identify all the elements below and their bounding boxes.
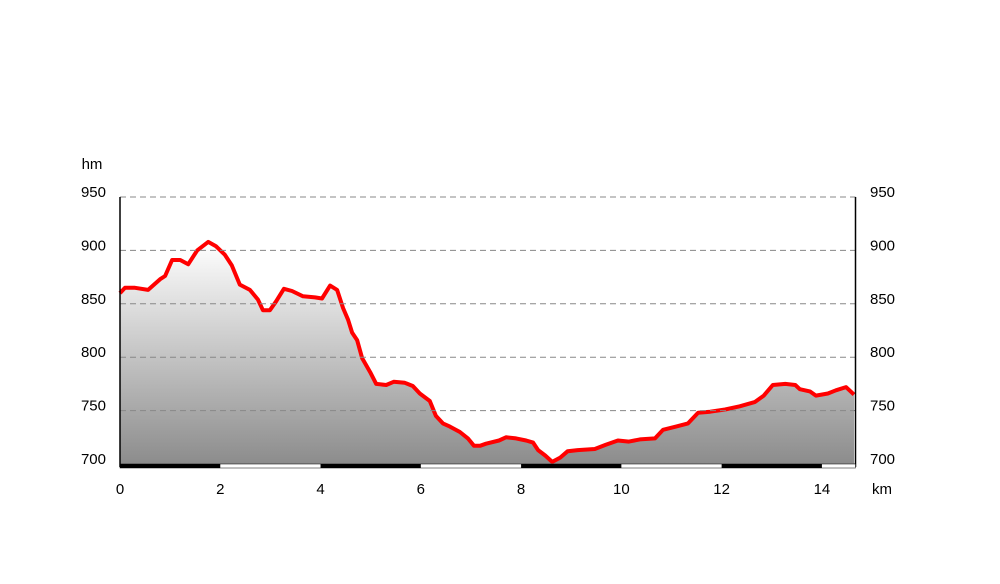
x-tick-label: 8 bbox=[517, 481, 525, 498]
y-tick-label: 950 bbox=[81, 184, 106, 201]
x-tick-label: 6 bbox=[417, 481, 425, 498]
y2-tick-label: 900 bbox=[870, 237, 895, 254]
y2-tick-label: 950 bbox=[870, 184, 895, 201]
scale-bar-segment bbox=[320, 464, 421, 468]
x-tick-label: 0 bbox=[116, 481, 124, 498]
y-tick-label: 750 bbox=[81, 398, 106, 415]
y2-tick-label: 850 bbox=[870, 291, 895, 308]
y-tick-label: 850 bbox=[81, 291, 106, 308]
x-tick-label: 14 bbox=[814, 481, 831, 498]
y-tick-label: 700 bbox=[81, 451, 106, 468]
y-axis-label: hm bbox=[82, 156, 103, 173]
y-tick-label: 800 bbox=[81, 344, 106, 361]
elevation-area bbox=[120, 241, 854, 464]
scale-bar-segment bbox=[120, 464, 221, 468]
x-tick-label: 10 bbox=[613, 481, 630, 498]
x-axis-label: km bbox=[872, 481, 892, 498]
y2-tick-label: 800 bbox=[870, 344, 895, 361]
scale-bar-segment bbox=[721, 464, 822, 468]
x-tick-label: 4 bbox=[316, 481, 324, 498]
y2-tick-label: 750 bbox=[870, 398, 895, 415]
scale-bar-segment bbox=[521, 464, 622, 468]
x-tick-label: 12 bbox=[713, 481, 730, 498]
x-tick-label: 2 bbox=[216, 481, 224, 498]
y2-tick-label: 700 bbox=[870, 451, 895, 468]
y-tick-label: 900 bbox=[81, 237, 106, 254]
elevation-line bbox=[118, 239, 856, 464]
